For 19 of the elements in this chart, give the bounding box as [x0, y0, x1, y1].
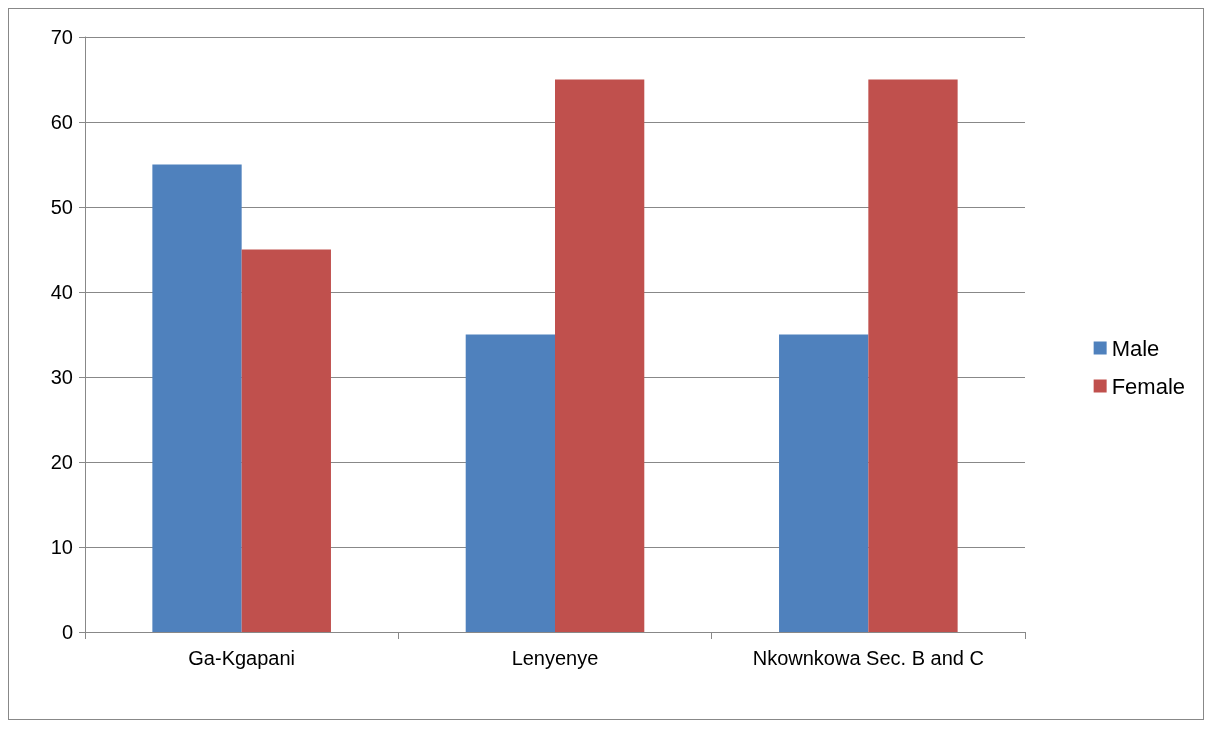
legend-label: Female — [1111, 373, 1185, 399]
y-tick-label: 0 — [61, 621, 73, 643]
x-tick-label: Ga-Kgapani — [188, 647, 296, 669]
bar — [555, 79, 645, 632]
bar — [868, 79, 958, 632]
y-tick-label: 60 — [50, 111, 73, 133]
x-tick-label: Nkownkowa Sec. B and C — [752, 647, 984, 669]
y-tick-label: 20 — [50, 451, 73, 473]
bar — [465, 334, 555, 632]
bar — [152, 164, 242, 632]
y-tick-label: 70 — [50, 26, 73, 48]
y-tick-label: 30 — [50, 366, 73, 388]
y-tick-label: 40 — [50, 281, 73, 303]
y-tick-label: 50 — [50, 196, 73, 218]
y-tick-label: 10 — [50, 536, 73, 558]
x-tick-label: Lenyenye — [511, 647, 599, 669]
bar — [241, 249, 331, 632]
legend-label: Male — [1111, 335, 1160, 361]
bar — [779, 334, 869, 632]
